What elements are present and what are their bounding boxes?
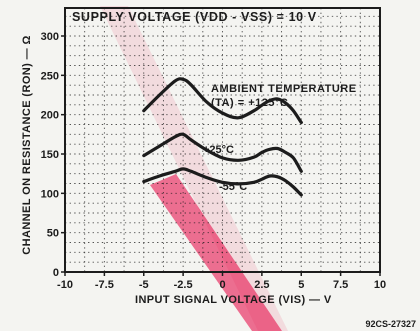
x-axis-label: INPUT SIGNAL VOLTAGE (VIS) — V xyxy=(135,294,332,306)
annotation-ta25: +25°C xyxy=(203,144,234,156)
y-tick-label: 0 xyxy=(53,267,59,279)
x-tick-label: 2.5 xyxy=(254,279,269,291)
series-line-0 xyxy=(142,77,303,125)
x-tick-label: 0 xyxy=(219,279,225,291)
y-tick-label: 50 xyxy=(47,228,59,240)
x-tick-label: -7.5 xyxy=(95,279,114,291)
figure-code: 92CS-27327 xyxy=(365,319,416,329)
series-lines xyxy=(142,77,303,197)
y-tick-label: 150 xyxy=(41,149,59,161)
y-tick-label: 100 xyxy=(41,188,59,200)
annotation-ta125: (TA) = +125°C xyxy=(211,97,288,109)
x-tick-label: 5 xyxy=(298,279,304,291)
y-tick-label: 250 xyxy=(41,70,59,82)
ticks: 0 50 100 150 200 250 300 -10 -7.5 -5 -2.5 0 2.5 5 7.5 1… xyxy=(41,31,386,291)
y-tick-label: 300 xyxy=(41,31,59,43)
x-tick-label: 10 xyxy=(374,279,386,291)
grid xyxy=(64,8,381,273)
annotation-ta55: -55°C xyxy=(219,181,247,193)
series-line-1 xyxy=(142,132,303,173)
watermark-stripe-main xyxy=(150,174,282,331)
x-tick-label: -5 xyxy=(139,279,149,291)
y-axis-label: CHANNEL ON RESISTANCE (RON) — Ω xyxy=(21,35,33,254)
x-tick-label: 7.5 xyxy=(333,279,348,291)
series-line-2 xyxy=(142,167,303,197)
watermark-stripe xyxy=(100,6,288,331)
chart-title: SUPPLY VOLTAGE (VDD - VSS) = 10 V xyxy=(72,10,317,24)
x-tick-label: -10 xyxy=(57,279,73,291)
x-tick-label: -2.5 xyxy=(174,279,193,291)
y-tick-label: 200 xyxy=(41,110,59,122)
annotation-ambient: AMBIENT TEMPERATURE xyxy=(211,83,357,95)
